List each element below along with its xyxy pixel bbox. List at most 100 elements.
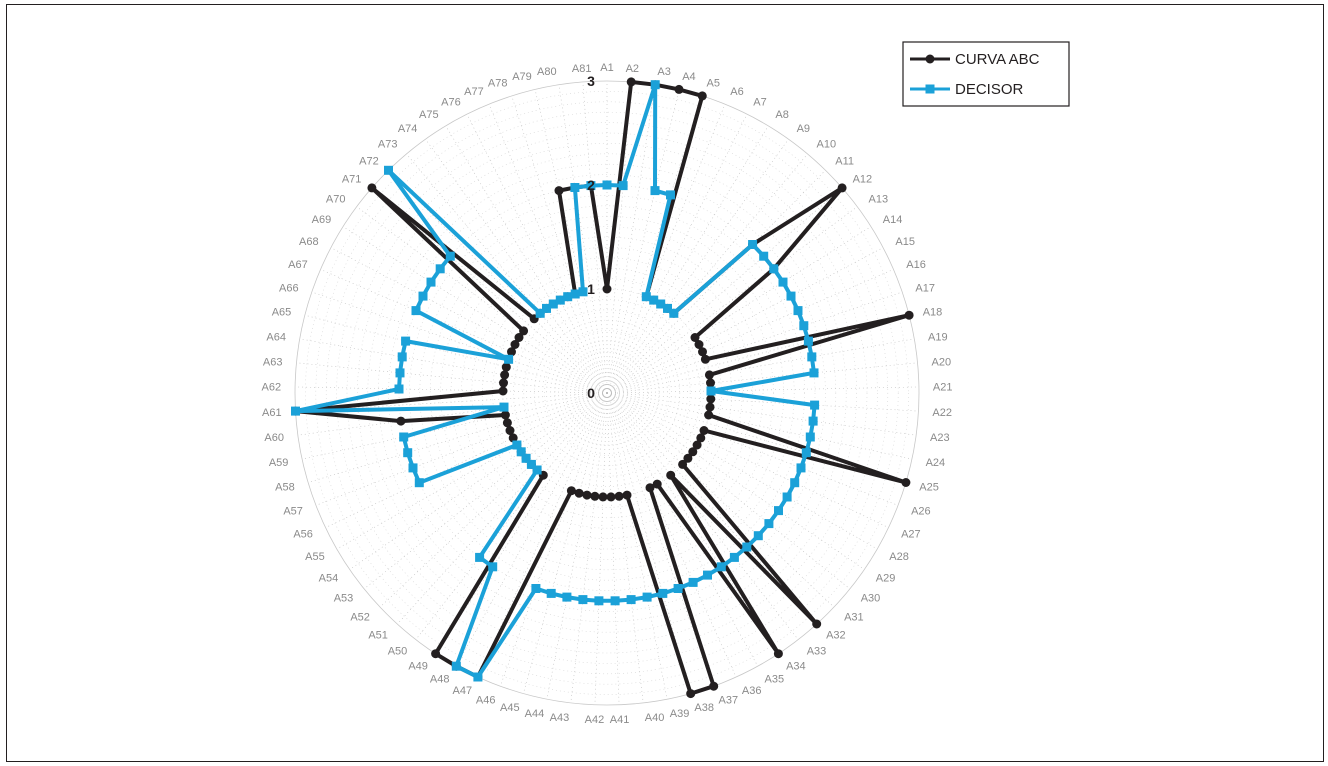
axis-label: A11 [835, 155, 854, 167]
grid-spoke [325, 392, 608, 528]
grid-spoke [582, 81, 608, 394]
data-point [531, 584, 541, 593]
axis-label: A40 [645, 712, 665, 724]
data-point [401, 336, 411, 346]
data-point [669, 308, 679, 318]
data-point [397, 352, 407, 362]
data-point [748, 240, 758, 249]
axis-label: A38 [694, 702, 714, 714]
grid-spoke [606, 187, 843, 394]
series-1 [291, 80, 820, 682]
data-point [688, 447, 698, 457]
grid-spoke [406, 153, 608, 394]
axis-label: A31 [844, 612, 864, 624]
axis-label: A6 [730, 86, 743, 98]
data-point [499, 402, 509, 412]
data-point [554, 186, 564, 196]
grid-ring [336, 122, 878, 664]
axis-label: A10 [817, 138, 837, 150]
data-point [504, 354, 514, 364]
axis-label: A28 [889, 551, 909, 563]
grid-spoke [297, 392, 608, 436]
axis-label: A51 [368, 629, 388, 641]
legend-swatch-marker-1 [925, 84, 935, 94]
data-point [666, 470, 676, 480]
grid-ring [315, 101, 899, 685]
data-point [566, 486, 576, 496]
grid-spoke [606, 206, 858, 394]
data-point [700, 354, 710, 364]
data-point [699, 426, 709, 435]
grid-spoke [606, 314, 910, 394]
data-point [367, 183, 377, 193]
axis-label: A66 [279, 283, 299, 295]
grid-spoke [397, 392, 608, 625]
legend-box [902, 41, 1070, 107]
data-point [451, 661, 461, 671]
grid-spoke [606, 386, 919, 394]
data-point [475, 552, 485, 562]
axis-label: A74 [398, 123, 418, 135]
data-point [904, 310, 914, 320]
grid-spoke [606, 392, 851, 590]
grid-spoke [425, 138, 608, 394]
data-point [606, 492, 616, 502]
axis-label: A45 [500, 702, 520, 714]
data-point [786, 291, 796, 301]
data-point [837, 183, 847, 193]
grid-ring [450, 236, 764, 550]
grid-spoke [466, 114, 608, 394]
data-point [431, 649, 441, 659]
data-point [396, 416, 406, 426]
data-point [594, 596, 604, 606]
grid-spoke [349, 392, 608, 570]
grid-spoke [445, 125, 608, 394]
grid-spoke [330, 247, 608, 394]
data-point [384, 165, 393, 175]
data-point [704, 370, 714, 380]
axis-label: A19 [928, 331, 948, 343]
axis-label: A77 [464, 86, 484, 98]
grid-spoke [606, 392, 691, 694]
axis-label: A56 [293, 529, 313, 541]
data-point [901, 478, 911, 487]
grid-ring [585, 371, 629, 415]
axis-label: A2 [626, 63, 639, 75]
data-point [692, 440, 702, 450]
grid-spoke [379, 392, 608, 608]
grid-spoke [304, 314, 608, 394]
data-point [426, 277, 436, 287]
axis-label: A61 [262, 407, 282, 419]
data-point [610, 596, 620, 606]
grid-ring [565, 351, 649, 435]
axis-label: A79 [512, 71, 532, 83]
axis-label: A44 [525, 708, 545, 720]
data-point [805, 432, 815, 442]
axis-label: A42 [585, 714, 605, 726]
axis-label: A59 [269, 457, 289, 469]
grid-spoke [606, 392, 644, 703]
axis-label: A27 [901, 529, 921, 541]
grid-ring [513, 299, 701, 487]
data-point [548, 299, 558, 309]
grid-spoke [311, 291, 608, 394]
grid-spoke [594, 392, 608, 705]
grid-ring [419, 205, 795, 581]
data-point [799, 321, 809, 331]
data-point [650, 186, 660, 196]
grid-spoke [606, 392, 737, 678]
data-point [574, 488, 584, 498]
series-layer [291, 77, 914, 699]
grid-spoke [570, 392, 608, 703]
grid-ring [575, 361, 639, 425]
data-point [614, 491, 624, 501]
grid-spoke [606, 392, 799, 640]
axis-label: A33 [807, 646, 827, 658]
data-point [512, 440, 522, 450]
data-point [759, 251, 769, 261]
data-point [650, 80, 660, 90]
axis-label: A64 [266, 331, 286, 343]
grid-ring [398, 184, 816, 602]
grid-spoke [606, 89, 680, 394]
